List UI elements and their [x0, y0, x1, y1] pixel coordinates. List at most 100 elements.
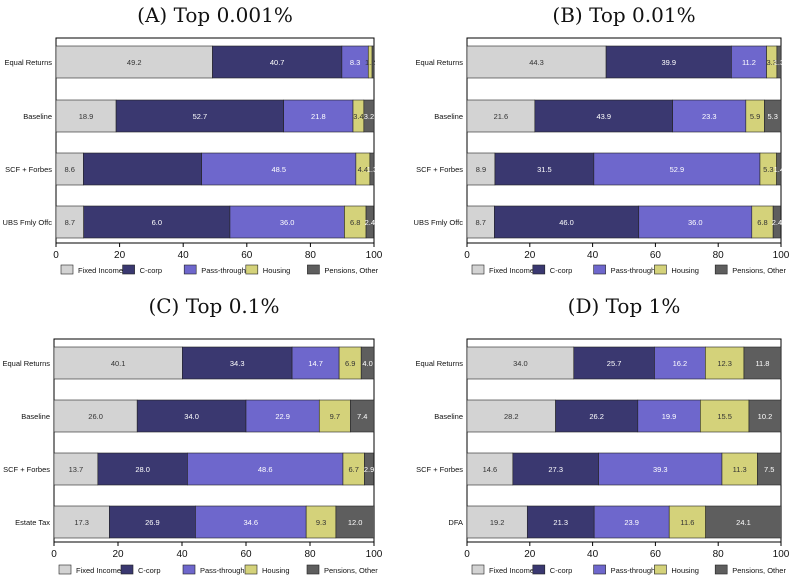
panel-title: (C) Top 0.1% — [148, 294, 279, 318]
legend-label-fixed-income: Fixed Income — [489, 566, 534, 575]
data-label: 13.7 — [69, 465, 84, 474]
category-label-scf-forbes: SCF + Forbes — [5, 165, 52, 174]
legend-label-c-corp: C-corp — [550, 566, 573, 575]
data-label: 14.7 — [308, 359, 323, 368]
x-tick-label: 40 — [178, 250, 190, 261]
legend-label-pass-through: Pass-through — [201, 266, 246, 275]
legend-swatch-fixed-income — [471, 564, 485, 575]
legend-swatch-pass-through — [182, 564, 196, 575]
category-label-ubs-fmly-offc: UBS Fmly Offc — [3, 218, 53, 227]
legend-label-pass-through: Pass-through — [200, 566, 245, 575]
legend-label-c-corp: C-corp — [550, 266, 573, 275]
bar-pensions-other — [365, 205, 374, 239]
legend-swatch-c-corp — [532, 264, 546, 275]
bar-housing — [705, 346, 745, 380]
data-label: 8.3 — [350, 58, 360, 67]
bar-c-corp — [97, 452, 188, 486]
legend-label-housing: Housing — [671, 566, 699, 575]
data-label: 46.0 — [559, 218, 574, 227]
x-tick-label: 80 — [713, 250, 725, 261]
bar-c-corp — [136, 399, 247, 433]
x-tick-label: 20 — [114, 250, 126, 261]
category-label-baseline: Baseline — [21, 412, 50, 421]
data-label: 24.1 — [736, 518, 751, 527]
bar-pass-through — [672, 99, 747, 133]
x-tick-label: 40 — [176, 549, 188, 560]
legend-swatch-pensions-other — [714, 264, 728, 275]
data-label: 49.2 — [127, 58, 142, 67]
data-label: 2.9 — [364, 465, 374, 474]
data-label: 39.3 — [653, 465, 668, 474]
legend-label-fixed-income: Fixed Income — [78, 266, 123, 275]
data-label: 15.5 — [717, 412, 732, 421]
plot-frame — [466, 338, 782, 543]
legend-label-c-corp: C-corp — [140, 266, 163, 275]
data-label: 34.0 — [513, 359, 528, 368]
bar-fixed-income — [55, 99, 117, 133]
bar-fixed-income — [466, 452, 514, 486]
legend-swatch-housing — [654, 564, 667, 575]
data-label: 10.2 — [758, 412, 773, 421]
category-label-scf-forbes: SCF + Forbes — [416, 165, 463, 174]
bar-fixed-income — [53, 505, 110, 539]
data-label: 6.9 — [345, 359, 355, 368]
legend-swatch-pass-through — [593, 564, 606, 575]
data-label: 3.4 — [353, 112, 363, 121]
bar-c-corp — [212, 45, 343, 79]
data-label: 1.3 — [774, 58, 784, 67]
data-label: 22.9 — [275, 412, 290, 421]
plot-frame — [53, 338, 375, 543]
category-label-equal-returns: Equal Returns — [4, 58, 52, 67]
bar-pensions-other — [772, 205, 781, 239]
bar-housing — [668, 505, 706, 539]
data-label: 21.8 — [311, 112, 326, 121]
panel-c: (C) Top 0.1% Equal Returns 40.1 34.3 14.7 6.9… — [0, 291, 395, 582]
bar-pensions-other — [764, 99, 782, 133]
legend-label-fixed-income: Fixed Income — [76, 566, 121, 575]
data-label: 7.4 — [357, 412, 367, 421]
data-label: 34.6 — [243, 518, 258, 527]
bar-fixed-income — [55, 45, 213, 79]
legend-swatch-pensions-other — [714, 564, 728, 575]
data-label: 40.1 — [111, 359, 126, 368]
bar-c-corp — [83, 205, 231, 239]
x-tick-label: 60 — [650, 549, 662, 560]
legend-swatch-fixed-income — [60, 264, 74, 275]
x-tick-label: 60 — [650, 250, 662, 261]
legend-swatch-c-corp — [532, 564, 546, 575]
category-label-baseline: Baseline — [434, 412, 463, 421]
bar-c-corp — [83, 152, 202, 186]
bar-pass-through — [245, 399, 320, 433]
bar-pensions-other — [776, 152, 782, 186]
x-tick-label: 80 — [304, 549, 316, 560]
data-label: 25.7 — [607, 359, 622, 368]
panel-b: (B) Top 0.01% Equal Returns 44.3 39.9 11.2 3.… — [395, 0, 789, 291]
legend-label-pensions-other: Pensions, Other — [324, 266, 378, 275]
panel-title: (B) Top 0.01% — [552, 3, 695, 27]
data-label: 52.7 — [193, 112, 208, 121]
bar-pensions-other — [360, 346, 375, 380]
data-label: 3.3 — [767, 58, 777, 67]
bar-pass-through — [187, 452, 344, 486]
data-label: 28.0 — [135, 465, 150, 474]
data-label: 26.2 — [589, 412, 604, 421]
data-label: 36.0 — [688, 218, 703, 227]
data-label: 3.2 — [364, 112, 374, 121]
data-label: 6.8 — [350, 218, 360, 227]
bar-pensions-other — [757, 452, 782, 486]
data-label: 2.4 — [772, 218, 782, 227]
x-tick-label: 0 — [51, 549, 57, 560]
data-label: 8.7 — [65, 218, 75, 227]
category-label-baseline: Baseline — [23, 112, 52, 121]
plot-frame — [55, 37, 375, 244]
bar-housing — [305, 505, 337, 539]
bar-pensions-other — [776, 45, 782, 79]
bar-c-corp — [494, 152, 595, 186]
category-label-equal-returns: Equal Returns — [415, 58, 463, 67]
x-tick-label: 20 — [524, 549, 536, 560]
bar-fixed-income — [466, 152, 496, 186]
legend-swatch-pensions-other — [307, 264, 320, 275]
data-label: 8.7 — [475, 218, 485, 227]
panel-title: (D) Top 1% — [568, 294, 681, 318]
data-label: 1.3 — [367, 165, 377, 174]
